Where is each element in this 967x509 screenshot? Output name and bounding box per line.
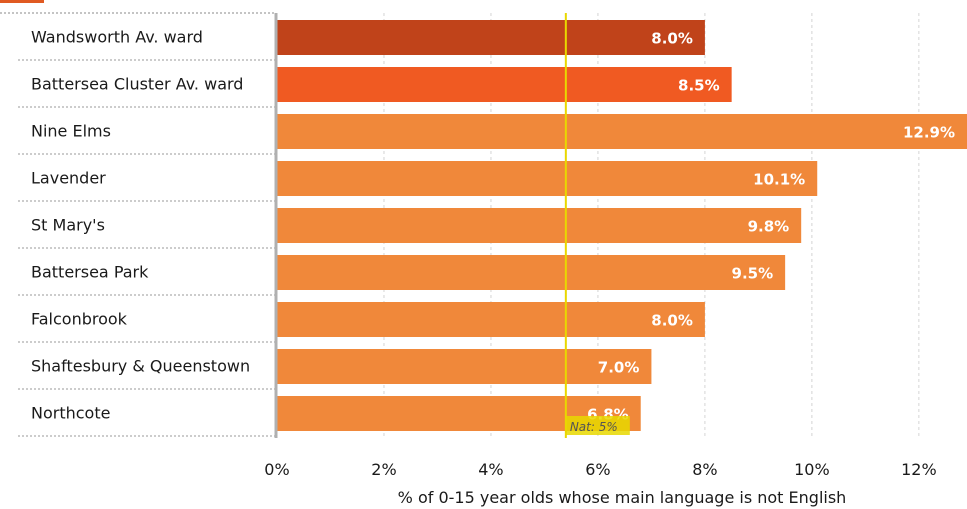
category-label: Wandsworth Av. ward: [31, 28, 203, 47]
x-tick-label: 6%: [585, 460, 610, 479]
corner-accent: [0, 0, 44, 3]
reference-line-group: Nat: 5%: [564, 13, 630, 438]
bar: [277, 20, 705, 55]
bar: [277, 208, 802, 243]
bars: 8.0%8.5%12.9%10.1%9.8%9.5%8.0%7.0%6.8%: [277, 20, 967, 431]
category-label: Lavender: [31, 169, 106, 188]
bar: [277, 67, 732, 102]
x-tick-label: 10%: [794, 460, 830, 479]
category-label: Battersea Cluster Av. ward: [31, 75, 243, 94]
x-tick-labels: 0% 2% 4% 6% 8% 10% 12%: [264, 460, 936, 479]
category-label: Shaftesbury & Queenstown: [31, 357, 250, 376]
category-label: Falconbrook: [31, 310, 128, 329]
x-tick-label: 12%: [901, 460, 937, 479]
category-label: Northcote: [31, 404, 110, 423]
bar-value-label: 7.0%: [598, 359, 640, 377]
bar-value-label: 8.0%: [651, 312, 693, 330]
bar: [277, 255, 786, 290]
x-tick-label: 0%: [264, 460, 289, 479]
bar-value-label: 9.5%: [732, 265, 774, 283]
x-tick-label: 8%: [692, 460, 717, 479]
bar-value-label: 9.8%: [748, 218, 790, 236]
category-label: Nine Elms: [31, 122, 111, 141]
bar-value-label: 8.0%: [651, 30, 693, 48]
x-tick-label: 4%: [478, 460, 503, 479]
bar-value-label: 12.9%: [903, 124, 955, 142]
bar: [277, 302, 705, 337]
bar: [277, 349, 652, 384]
category-labels: Wandsworth Av. ward Battersea Cluster Av.…: [31, 28, 250, 423]
reference-label-box: [565, 416, 630, 435]
bar-value-label: 10.1%: [753, 171, 805, 189]
row-separators: [18, 59, 276, 437]
bar: [277, 161, 818, 196]
category-label: Battersea Park: [31, 263, 149, 282]
bar-value-label: 8.5%: [678, 77, 720, 95]
x-tick-label: 2%: [371, 460, 396, 479]
x-axis-title: % of 0-15 year olds whose main language …: [398, 488, 847, 507]
reference-line-label: Nat: 5%: [570, 420, 618, 434]
category-label: St Mary's: [31, 216, 105, 235]
bar: [277, 114, 967, 149]
